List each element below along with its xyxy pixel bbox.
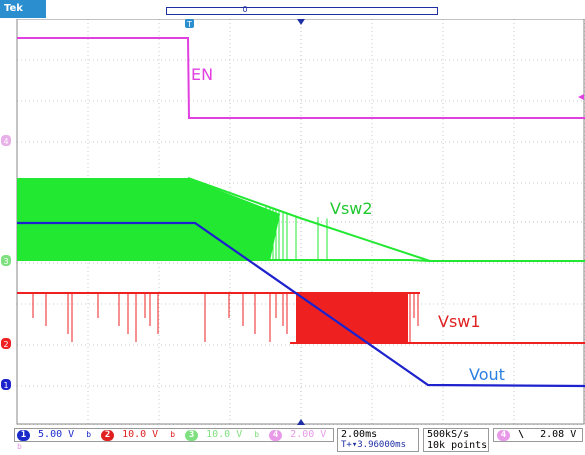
vout-trace [17, 221, 585, 388]
record-length-bar [166, 7, 438, 15]
vsw1-switching-burst [296, 293, 408, 343]
record-length: 10k points [427, 440, 488, 451]
vsw2-trace [17, 177, 585, 262]
ch3-scale: 10.0 V [206, 429, 243, 440]
ch2-badge[interactable]: 2 [101, 430, 115, 441]
waveform-display: T 4 3 2 1 EN Vsw2 Vsw1 Vout [1, 19, 585, 425]
timebase-readout[interactable]: 2.00ms T+▾3.96000ms [337, 428, 419, 452]
vsw2-switching-band [17, 178, 280, 261]
falling-edge-icon: \ [518, 429, 525, 440]
trigger-readout[interactable]: 4 \ 2.08 V [493, 428, 583, 442]
ch4-bw-icon: b [17, 442, 22, 451]
ch4-marker-label: 4 [3, 137, 8, 146]
ch3-bw-icon: b [254, 430, 260, 439]
vout-label: Vout [469, 365, 505, 384]
ch2-bw-icon: b [170, 430, 176, 439]
ch2-scale: 10.0 V [122, 429, 159, 440]
en-trace [17, 37, 585, 119]
vsw1-label: Vsw1 [438, 312, 481, 331]
ch2-marker-label: 2 [3, 340, 8, 349]
ch4-scale: 2.00 V [290, 429, 327, 440]
ch2-ground-marker[interactable]: 2 [1, 338, 11, 349]
ch1-badge[interactable]: 1 [17, 430, 30, 441]
ch1-marker-label: 1 [3, 381, 8, 390]
trigger-position-marker[interactable]: T [185, 19, 194, 29]
readout-panel: 1 5.00 V b 2 10.0 V b 3 10.0 V b 4 2.00 … [0, 425, 585, 455]
scope-status-bar: Tek Stop 0 [0, 0, 585, 32]
ch3-badge[interactable]: 3 [185, 430, 199, 441]
center-marker-bottom [297, 419, 305, 425]
vsw2-label: Vsw2 [330, 199, 373, 218]
sample-rate: 500kS/s [427, 429, 470, 440]
brand-label: Tek [4, 3, 23, 14]
trigger-delay: T+▾3.96000ms [341, 440, 407, 450]
trigger-position-label: T [186, 20, 192, 29]
ch4-badge[interactable]: 4 [269, 430, 283, 441]
record-window-marker: 0 [242, 5, 248, 14]
en-label: EN [191, 65, 213, 84]
trigger-level: 2.08 V [540, 429, 577, 440]
trigger-source-badge: 4 [497, 430, 510, 441]
ch1-scale: 5.00 V [38, 429, 75, 440]
ch3-ground-marker[interactable]: 3 [1, 255, 11, 266]
channel-scale-readout: 1 5.00 V b 2 10.0 V b 3 10.0 V b 4 2.00 … [14, 428, 334, 451]
ch1-bw-icon: b [86, 430, 92, 439]
ch4-ground-marker[interactable]: 4 [1, 135, 11, 146]
vsw1-trace [17, 292, 585, 344]
ch3-marker-label: 3 [3, 257, 8, 266]
ch1-ground-marker[interactable]: 1 [1, 379, 11, 390]
acquisition-readout[interactable]: 500kS/s 10k points [423, 428, 489, 452]
trigger-level-marker [578, 94, 584, 100]
center-marker-top [297, 19, 305, 25]
vsw2-ramp [187, 177, 431, 262]
timebase-value: 2.00ms [341, 429, 378, 440]
vsw2-low-level [17, 259, 585, 262]
